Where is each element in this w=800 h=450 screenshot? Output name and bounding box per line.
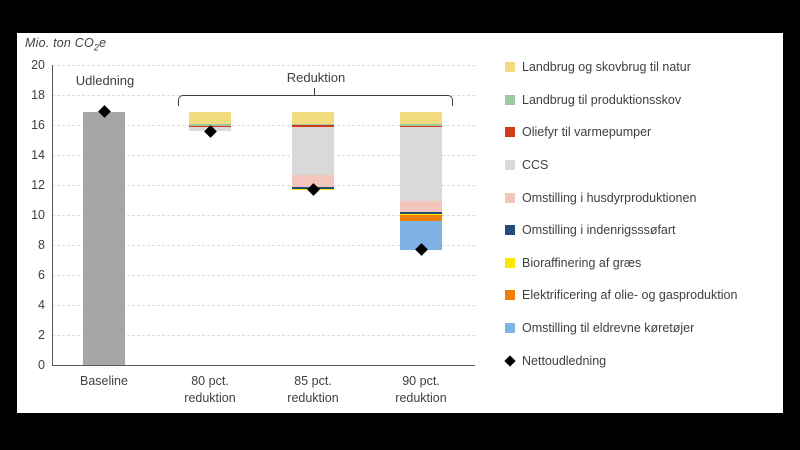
legend-item: Landbrug til produktionsskov xyxy=(505,84,781,117)
group-label-reduktion: Reduktion xyxy=(286,70,346,85)
legend-label: Oliefyr til varmepumper xyxy=(522,125,652,140)
reduktion-bracket-tick xyxy=(314,88,315,95)
legend-label: Landbrug til produktionsskov xyxy=(522,92,682,107)
legend-swatch-icon xyxy=(505,94,515,105)
y-axis-line xyxy=(52,65,53,365)
bar-segment xyxy=(83,111,125,365)
gridline-2 xyxy=(52,335,475,336)
gridline-6 xyxy=(52,275,475,276)
y-tick-label-8: 8 xyxy=(38,238,45,252)
legend-item: Omstilling til eldrevne køretøjer xyxy=(505,312,781,345)
gridline-8 xyxy=(52,245,475,246)
legend-label: Omstilling i indenrigsssøfart xyxy=(522,223,676,238)
bar-segment xyxy=(400,200,442,212)
legend-label: Omstilling til eldrevne køretøjer xyxy=(522,321,695,336)
y-tick-label-12: 12 xyxy=(31,178,45,192)
y-tick-label-0: 0 xyxy=(38,358,45,372)
gridline-12 xyxy=(52,185,475,186)
bar-segment xyxy=(400,127,442,201)
legend: Landbrug og skovbrug til natur Landbrug t… xyxy=(504,51,781,377)
bar-segment xyxy=(292,126,334,176)
legend-swatch-icon xyxy=(505,127,515,138)
bar-segment xyxy=(400,212,442,214)
y-tick-label-20: 20 xyxy=(31,58,45,72)
bar-segment xyxy=(292,111,334,124)
legend-label: Omstilling i husdyrproduktionen xyxy=(522,190,697,205)
diamond-marker-icon xyxy=(504,354,516,367)
group-label-udledning: Udledning xyxy=(75,73,135,88)
bar-segment xyxy=(400,123,442,126)
bar-segment xyxy=(400,214,442,221)
plot-area: 0 2 4 6 8 10 12 14 16 18 20 Baseline 80 pct. reduktio… xyxy=(17,33,497,413)
gridline-10 xyxy=(52,215,475,216)
legend-item: Omstilling i indenrigsssøfart xyxy=(505,214,781,247)
legend-label: Bioraffinering af græs xyxy=(522,255,642,270)
gridline-16 xyxy=(52,125,475,126)
legend-item: Nettoudledning xyxy=(504,344,781,377)
y-tick-label-6: 6 xyxy=(38,268,45,282)
y-tick-label-18: 18 xyxy=(31,88,45,102)
chart-panel: Mio. ton CO2e 0 2 4 6 8 10 12 14 16 18 20 Baseline 8… xyxy=(17,33,783,413)
x-category-label: 90 pct. reduktion xyxy=(395,374,447,405)
gridline-20 xyxy=(52,65,475,66)
bar-segment xyxy=(292,175,334,188)
bar-segment xyxy=(400,125,442,128)
bar-segment xyxy=(292,123,334,125)
legend-item: Landbrug og skovbrug til natur xyxy=(505,51,781,84)
bar-segment xyxy=(292,125,334,127)
y-tick-label-14: 14 xyxy=(31,148,45,162)
legend-label: Landbrug og skovbrug til natur xyxy=(522,60,691,75)
reduktion-bracket xyxy=(178,95,453,106)
x-category-label: 85 pct. reduktion xyxy=(287,374,339,405)
bar-segment xyxy=(400,213,442,215)
legend-item: CCS xyxy=(505,149,781,182)
legend-swatch-icon xyxy=(505,62,515,73)
gridline-14 xyxy=(52,155,475,156)
y-axis-title: Mio. ton CO2e xyxy=(25,36,107,53)
legend-item: Elektrificering af olie- og gasproduktio… xyxy=(505,279,781,312)
legend-label: Elektrificering af olie- og gasproduktio… xyxy=(522,288,738,303)
x-category-label: 80 pct. reduktion xyxy=(184,374,236,405)
legend-swatch-icon xyxy=(505,290,515,301)
legend-swatch-icon xyxy=(505,160,515,171)
y-tick-label-16: 16 xyxy=(31,118,45,132)
x-category-label: Baseline xyxy=(80,374,128,388)
legend-swatch-icon xyxy=(505,257,515,268)
bar-segment xyxy=(400,111,442,124)
gridline-4 xyxy=(52,305,475,306)
legend-label: Nettoudledning xyxy=(522,353,607,368)
legend-item: Bioraffinering af græs xyxy=(505,247,781,280)
legend-label: CCS xyxy=(522,158,549,173)
y-tick-label-10: 10 xyxy=(31,208,45,222)
y-tick-label-2: 2 xyxy=(38,328,45,342)
y-tick-label-4: 4 xyxy=(38,298,45,312)
legend-swatch-icon xyxy=(505,225,515,236)
bar-segment xyxy=(189,111,231,125)
legend-item: Omstilling i husdyrproduktionen xyxy=(505,181,781,214)
legend-swatch-icon xyxy=(505,192,515,203)
legend-item: Oliefyr til varmepumper xyxy=(505,116,781,149)
x-axis-line xyxy=(52,365,475,366)
legend-swatch-icon xyxy=(505,323,515,334)
